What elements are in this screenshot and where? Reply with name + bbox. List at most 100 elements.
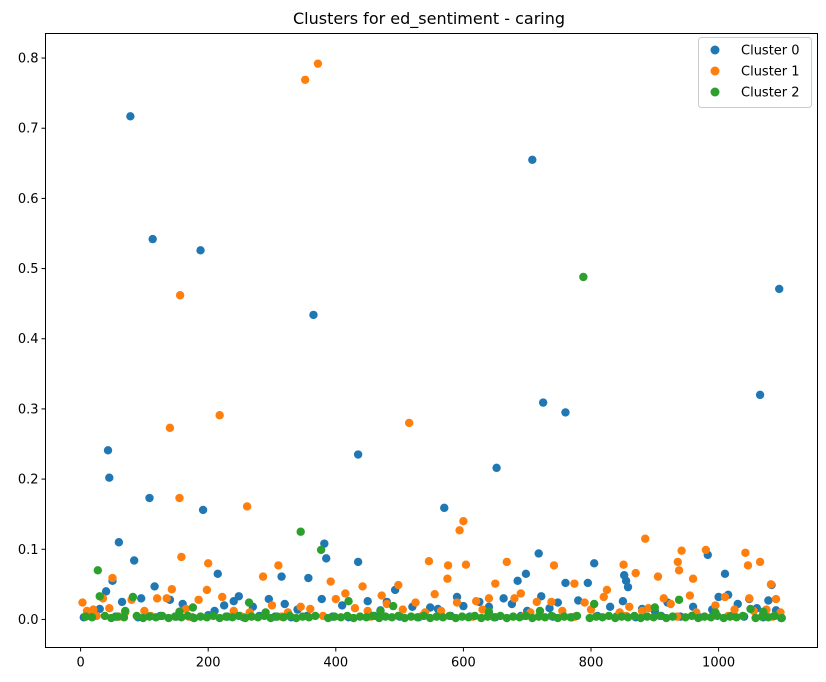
- data-point: [673, 557, 682, 567]
- data-point: [426, 613, 435, 623]
- data-point: [751, 613, 760, 623]
- data-point: [642, 612, 652, 621]
- data-point: [81, 612, 90, 621]
- data-point: [770, 611, 779, 621]
- data-point: [599, 592, 608, 602]
- data-point: [311, 611, 320, 621]
- data-point: [477, 613, 486, 623]
- data-point: [145, 612, 154, 621]
- data-point: [119, 613, 129, 622]
- y-axis: 0.0 0.1 0.2 0.3 0.4 0.5 0.6 0.7 0.8: [18, 52, 46, 628]
- data-point: [461, 560, 471, 569]
- data-point: [534, 549, 543, 558]
- y-tick-label: 0.8: [18, 52, 39, 67]
- data-point: [589, 559, 599, 568]
- data-point: [561, 408, 570, 417]
- data-point: [253, 613, 263, 622]
- data-point: [553, 598, 563, 607]
- data-point: [105, 604, 114, 613]
- data-point: [701, 545, 711, 555]
- data-point: [720, 592, 730, 602]
- data-point: [589, 599, 599, 609]
- data-point: [636, 613, 645, 623]
- data-point: [95, 592, 104, 601]
- data-point: [374, 613, 384, 623]
- data-point: [711, 601, 720, 610]
- data-point: [605, 602, 615, 611]
- data-point: [258, 572, 268, 581]
- data-point: [561, 578, 570, 588]
- data-point: [619, 571, 629, 580]
- data-point: [148, 234, 157, 244]
- data-point: [484, 607, 494, 616]
- y-tick-label: 0.6: [18, 192, 39, 207]
- data-point: [570, 579, 579, 588]
- data-point: [181, 604, 191, 614]
- data-point: [471, 596, 481, 606]
- data-point: [151, 613, 161, 622]
- data-point: [164, 613, 173, 623]
- data-point: [771, 594, 781, 604]
- data-point: [150, 582, 159, 591]
- data-point: [140, 606, 149, 616]
- y-tick-label: 0.2: [18, 473, 39, 488]
- data-point: [411, 598, 420, 607]
- data-point: [316, 545, 326, 555]
- data-point: [470, 611, 480, 621]
- data-point: [580, 598, 589, 607]
- chart-title: Clusters for ed_sentiment - caring: [293, 9, 565, 29]
- data-point: [492, 463, 501, 473]
- data-point: [358, 582, 367, 591]
- data-point: [272, 612, 282, 621]
- data-point: [538, 398, 548, 407]
- data-point: [196, 246, 205, 255]
- data-point: [228, 613, 237, 622]
- data-point: [743, 561, 753, 570]
- data-point: [583, 578, 593, 588]
- data-point: [189, 613, 199, 623]
- data-point: [368, 611, 377, 621]
- data-point: [381, 612, 390, 621]
- data-point: [349, 613, 358, 623]
- data-point: [637, 606, 647, 616]
- data-point: [618, 596, 628, 606]
- data-point: [732, 613, 741, 622]
- data-point: [457, 612, 467, 621]
- data-point: [720, 569, 730, 579]
- data-point: [404, 418, 414, 428]
- data-point: [387, 613, 397, 622]
- data-point: [188, 603, 198, 612]
- data-point: [764, 596, 773, 605]
- data-point: [376, 606, 385, 616]
- data-point: [650, 603, 660, 612]
- data-point: [326, 577, 335, 586]
- data-point: [128, 592, 138, 602]
- data-point: [459, 516, 468, 526]
- data-point: [775, 284, 784, 294]
- data-point: [649, 613, 658, 622]
- data-point: [491, 579, 500, 588]
- data-point: [137, 594, 146, 603]
- data-point: [604, 611, 614, 621]
- data-point: [499, 594, 508, 603]
- data-point: [362, 613, 371, 622]
- data-point: [167, 585, 177, 594]
- data-point: [304, 613, 314, 622]
- plot-points: [78, 59, 786, 623]
- data-point: [528, 613, 537, 623]
- y-tick-label: 0.4: [18, 332, 39, 347]
- data-point: [451, 613, 460, 623]
- data-point: [674, 595, 684, 604]
- data-point: [355, 612, 365, 621]
- data-point: [655, 611, 665, 621]
- data-point: [165, 423, 175, 433]
- data-point: [591, 612, 601, 621]
- data-point: [264, 594, 274, 604]
- data-point: [292, 613, 301, 623]
- data-point: [183, 611, 192, 621]
- data-point: [532, 597, 541, 607]
- data-point: [95, 604, 104, 614]
- data-point: [121, 606, 130, 616]
- y-tick-label: 0.5: [18, 262, 39, 277]
